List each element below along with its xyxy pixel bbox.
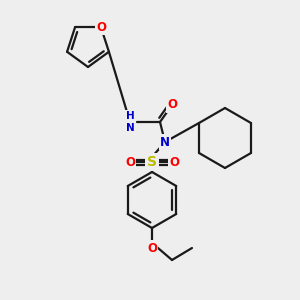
Text: S: S <box>147 155 157 169</box>
Text: O: O <box>125 155 135 169</box>
Text: N: N <box>160 136 170 148</box>
Text: H
N: H N <box>126 111 134 133</box>
Text: O: O <box>147 242 157 254</box>
Text: O: O <box>96 21 106 34</box>
Text: O: O <box>169 155 179 169</box>
Text: O: O <box>167 98 177 112</box>
